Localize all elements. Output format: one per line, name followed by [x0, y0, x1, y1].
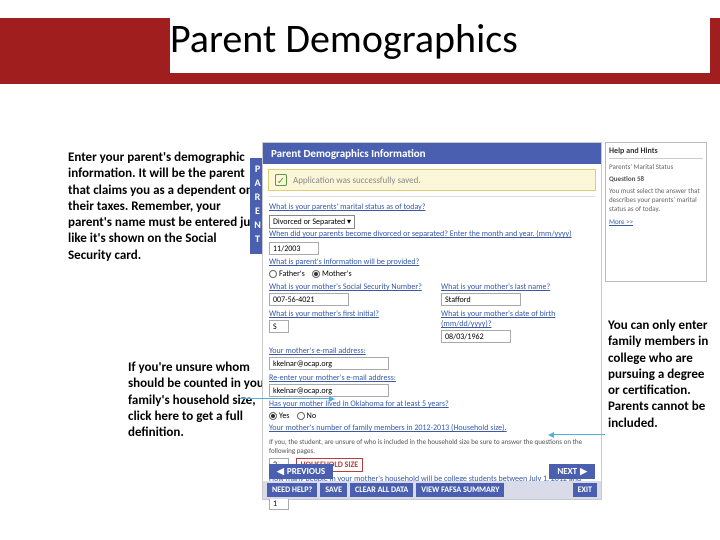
previous-button[interactable]: ◀ PREVIOUS	[269, 464, 333, 479]
hints-question-num: Question 58	[609, 174, 703, 183]
household-hint: If you, the student, are unsure of who i…	[263, 435, 601, 457]
marital-status-select[interactable]: Divorced or Separated ▾	[269, 215, 355, 229]
check-icon: ✓	[275, 174, 287, 186]
radio-yes[interactable]	[269, 412, 277, 420]
label-father: Father's	[279, 269, 305, 279]
college-note: You can only enter family members in col…	[608, 318, 712, 432]
q-ssn: What is your mother's Social Security Nu…	[269, 282, 423, 292]
prev-label: PREVIOUS	[287, 466, 325, 477]
dob-input[interactable]: 08/03/1962	[441, 330, 511, 343]
clear-all-button[interactable]: CLEAR ALL DATA	[350, 483, 413, 497]
form-header: Parent Demographics Information	[263, 143, 601, 164]
success-banner: ✓ Application was successfully saved.	[268, 169, 596, 191]
nav-button-bar: ◀ PREVIOUS NEXT ▶	[269, 464, 595, 479]
ssn-input[interactable]: 007-56-4021	[269, 293, 349, 306]
label-yes: Yes	[279, 411, 289, 421]
radio-father[interactable]	[269, 270, 277, 278]
intro-note: Enter your parent's demographic informat…	[68, 150, 263, 264]
q-dob: What is your mother's date of birth (mm/…	[441, 309, 595, 329]
q-last-name: What is your mother's last name?	[441, 282, 595, 292]
email-input[interactable]: kkelnar@ocap.org	[269, 357, 389, 370]
q-marital-status: What is your parents' marital status as …	[263, 200, 601, 214]
next-button[interactable]: NEXT ▶	[549, 464, 595, 479]
hints-more-link[interactable]: More >>	[609, 217, 703, 226]
label-no: No	[307, 411, 316, 421]
radio-no[interactable]	[297, 412, 305, 420]
q-email2: Re-enter your mother's e-mail address:	[269, 373, 595, 383]
hints-subject: Parents' Marital Status	[609, 162, 703, 171]
page-title: Parent Demographics	[170, 8, 710, 73]
divorce-date-input[interactable]: 11/2003	[269, 242, 319, 255]
form-panel: Parent Demographics Information ✓ Applic…	[262, 142, 602, 500]
q-email: Your mother's e-mail address:	[269, 346, 595, 356]
arrow-college	[553, 434, 605, 435]
q-oklahoma-5yr: Has your mother lived in Oklahoma for at…	[263, 397, 601, 411]
q-which-parent: What is parent's information will be pro…	[263, 255, 601, 269]
hints-title: Help and Hints	[609, 146, 703, 159]
hints-body: You must select the answer that describe…	[609, 186, 703, 213]
household-note: If you're unsure whom should be counted …	[128, 360, 278, 441]
save-button[interactable]: SAVE	[320, 483, 347, 497]
help-hints-panel: Help and Hints Parents' Marital Status Q…	[605, 142, 707, 282]
radio-mother[interactable]	[312, 270, 320, 278]
next-label: NEXT	[557, 466, 577, 477]
need-help-button[interactable]: NEED HELP?	[267, 483, 317, 497]
last-name-input[interactable]: Stafford	[441, 293, 521, 306]
initial-input[interactable]: S	[269, 320, 289, 333]
exit-button[interactable]: EXIT	[573, 483, 597, 497]
success-text: Application was successfully saved.	[293, 175, 421, 186]
bottom-toolbar: NEED HELP? SAVE CLEAR ALL DATA VIEW FAFS…	[263, 481, 601, 499]
q-initial: What is your mother's first initial?	[269, 309, 423, 319]
marital-status-value: Divorced or Separated	[273, 217, 345, 227]
q-divorce-date: When did your parents become divorced or…	[263, 227, 601, 241]
view-summary-button[interactable]: VIEW FAFSA SUMMARY	[416, 483, 504, 497]
label-mother: Mother's	[322, 269, 352, 279]
divider	[269, 196, 595, 197]
arrow-household	[240, 398, 330, 399]
